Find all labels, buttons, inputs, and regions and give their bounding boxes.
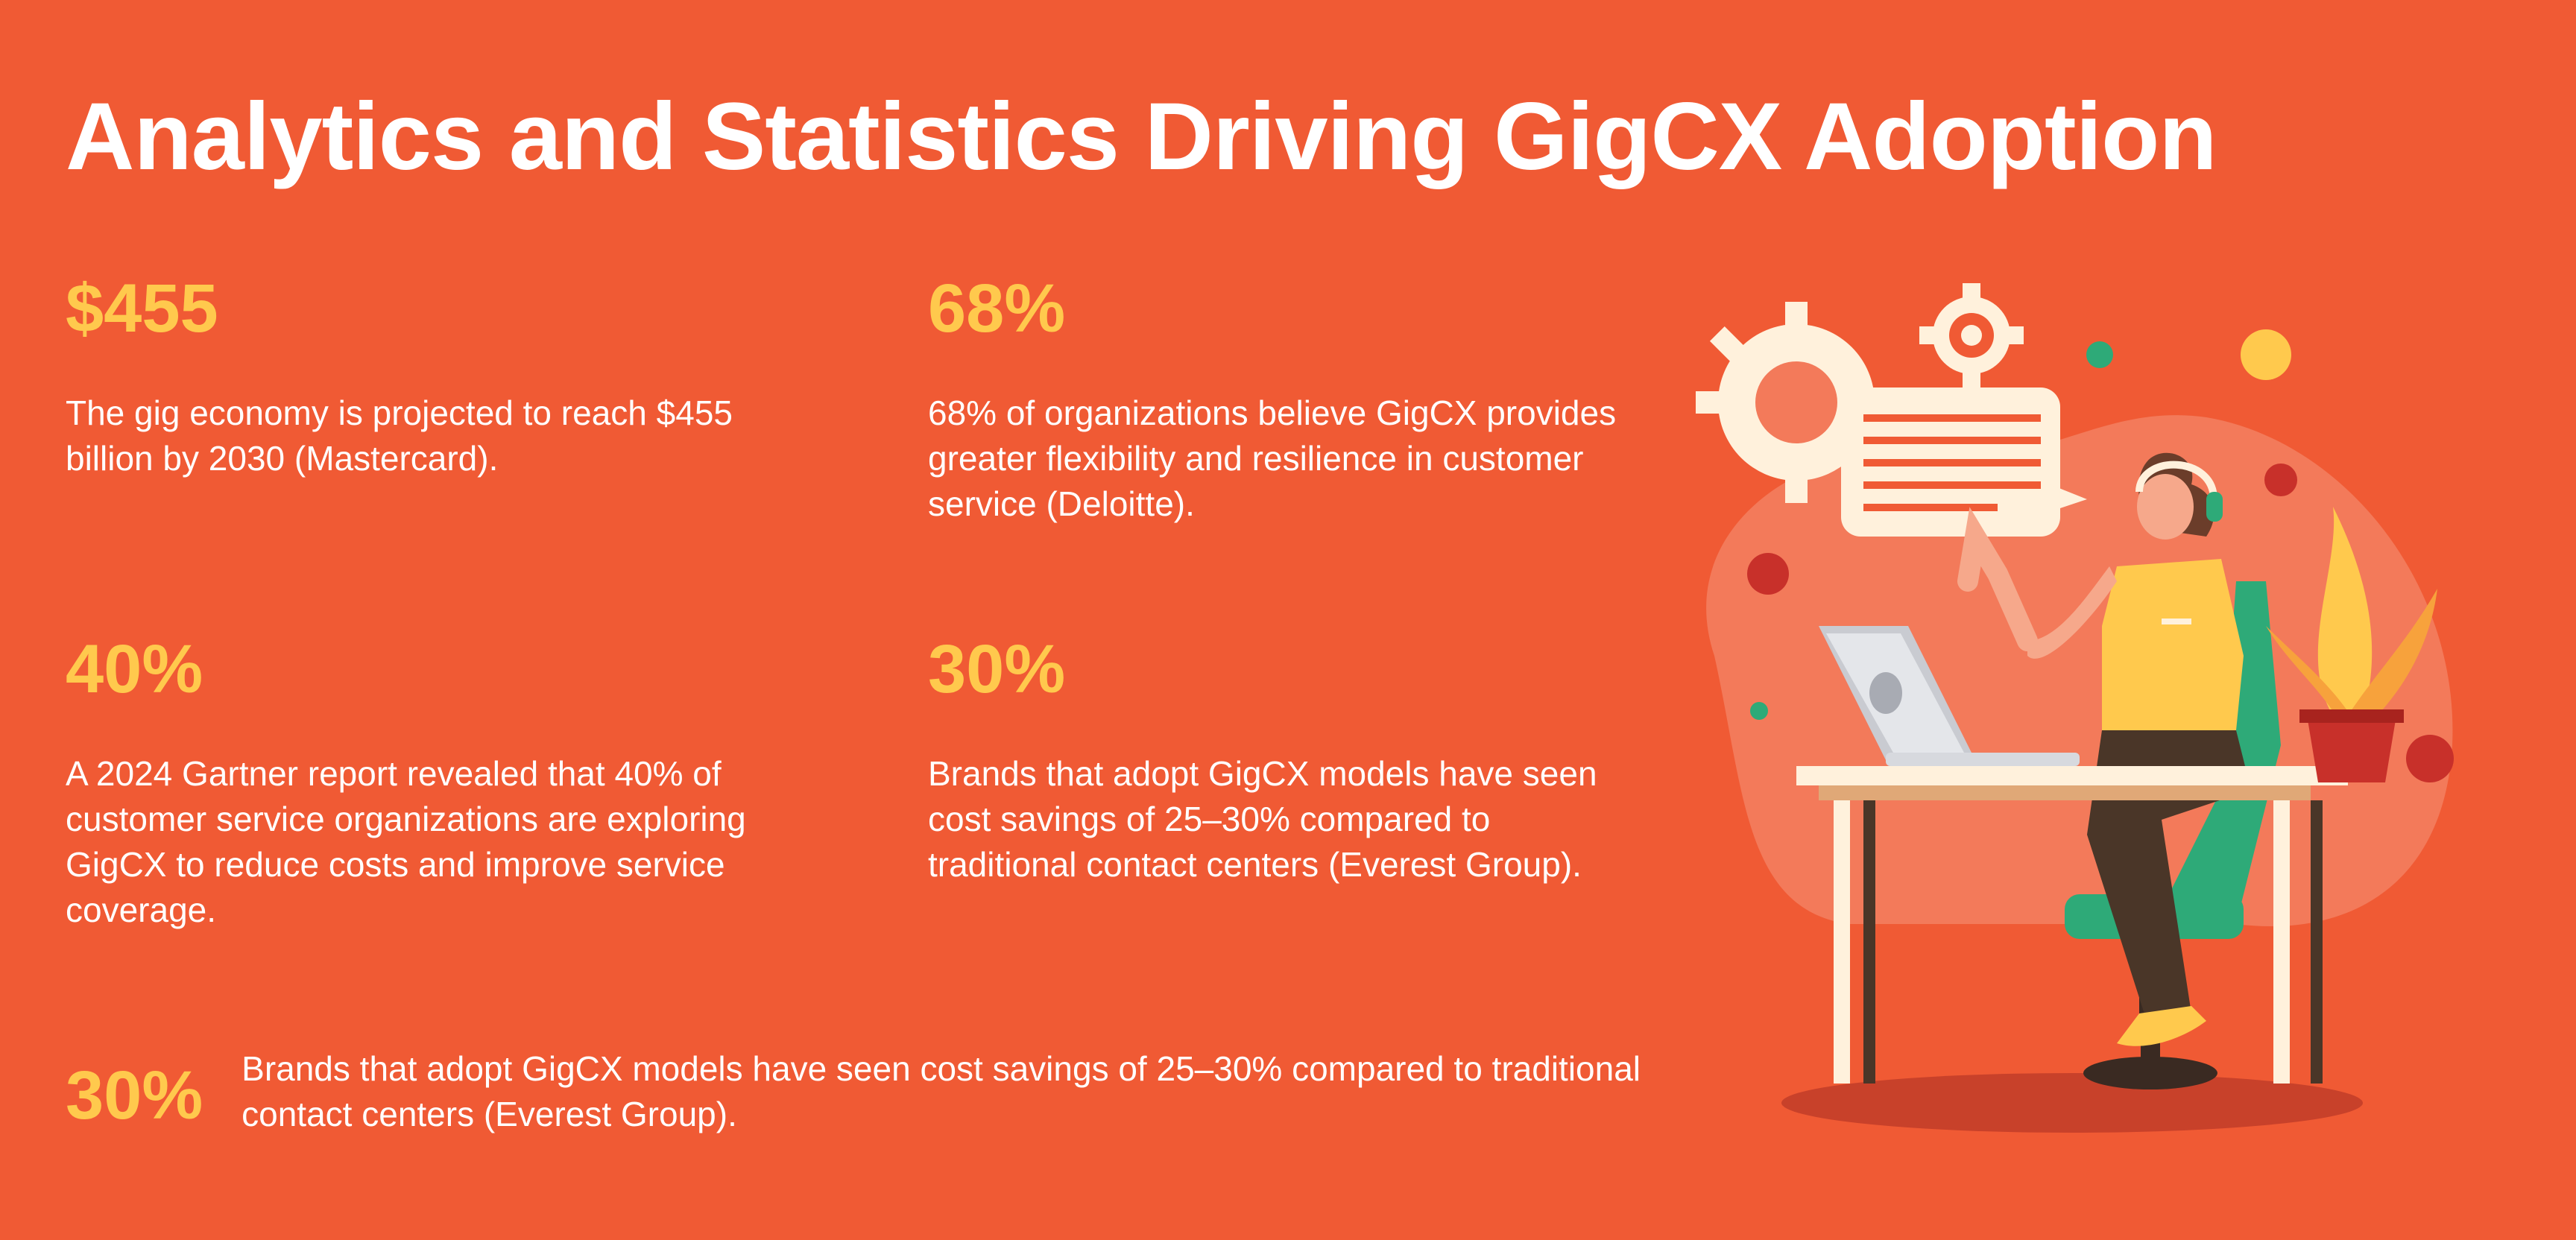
agent-person	[1957, 452, 2251, 1046]
plant-icon	[2266, 507, 2437, 782]
stat-cost-savings-footer: 30% Brands that adopt GigCX models have …	[66, 1046, 1658, 1137]
stat-description: The gig economy is projected to reach $4…	[66, 393, 733, 478]
desk	[1796, 766, 2348, 1084]
dot-green-small	[1750, 702, 1768, 720]
floor-shadow	[1781, 1073, 2363, 1133]
gear-icon	[1919, 283, 2024, 388]
laptop-icon	[1819, 626, 2080, 766]
page-title: Analytics and Statistics Driving GigCX A…	[66, 83, 2217, 190]
dot-green	[2086, 341, 2113, 368]
stat-value: 68%	[928, 271, 1066, 347]
dot-red-left	[1747, 553, 1789, 595]
stat-value: 40%	[66, 631, 203, 707]
stat-value: 30%	[66, 1057, 203, 1133]
headset-icon	[2135, 461, 2217, 500]
stat-value: $455	[66, 271, 218, 347]
customer-service-illustration	[1696, 283, 2454, 1133]
stat-description: Brands that adopt GigCX models have seen…	[242, 1049, 1641, 1133]
face	[2137, 474, 2194, 540]
stat-cost-savings: 30% Brands that adopt GigCX models have …	[928, 635, 1644, 888]
stat-description: A 2024 Gartner report revealed that 40% …	[66, 754, 746, 929]
gear-icon	[1696, 302, 1897, 503]
stat-description: 68% of organizations believe GigCX provi…	[928, 393, 1617, 523]
chat-bubble-icon	[1841, 388, 2087, 537]
stat-value: 30%	[928, 631, 1066, 707]
stat-gig-economy: $455 The gig economy is projected to rea…	[66, 274, 781, 481]
stat-gartner: 40% A 2024 Gartner report revealed that …	[66, 635, 811, 933]
stat-flexibility: 68% 68% of organizations believe GigCX p…	[928, 274, 1658, 527]
dot-red	[2264, 464, 2297, 496]
stat-description: Brands that adopt GigCX models have seen…	[928, 754, 1597, 884]
dot-yellow	[2241, 329, 2291, 380]
dot-red-right	[2406, 735, 2454, 782]
